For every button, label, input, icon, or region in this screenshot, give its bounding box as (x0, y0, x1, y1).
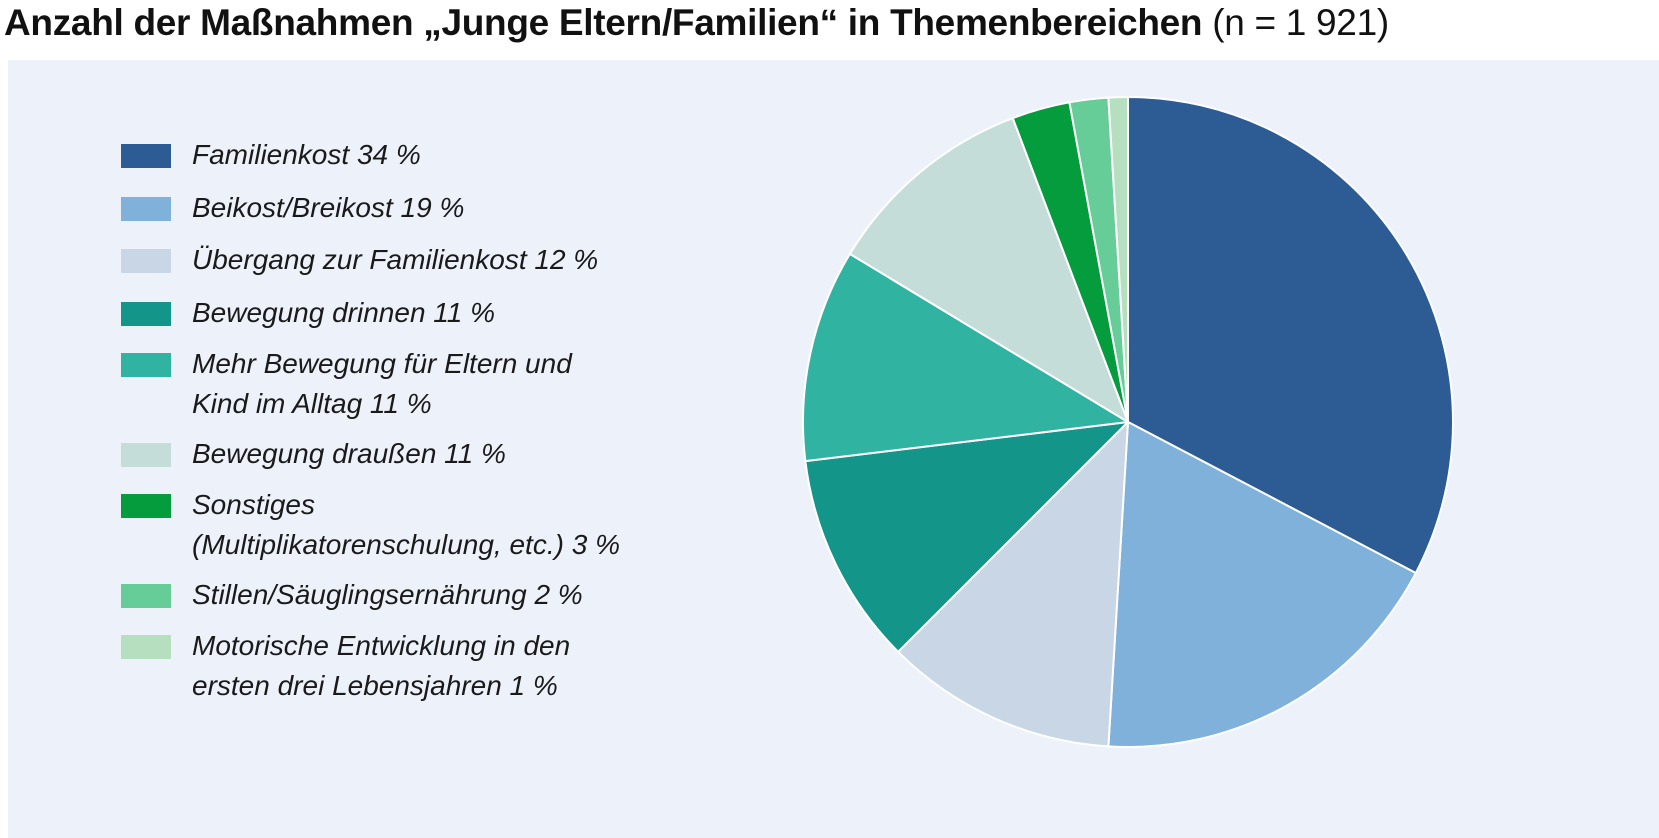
legend-swatch (121, 197, 171, 221)
legend-swatch (121, 584, 171, 608)
legend-label: Motorische Entwicklung in den ersten dre… (192, 630, 571, 701)
legend-swatch (121, 353, 171, 377)
pie-slice-1 (1107, 421, 1417, 748)
legend-swatch (121, 302, 171, 326)
legend-swatch (121, 249, 171, 273)
legend-label: Mehr Bewegung für Eltern und Kind im All… (192, 348, 572, 419)
legend-swatch (121, 494, 171, 518)
chart-panel: Familienkost 34 % Beikost/Breikost 19 % … (8, 60, 1659, 838)
legend-label: Sonstiges (Multiplikatorenschulung, etc.… (192, 489, 620, 560)
legend-swatch (121, 144, 171, 168)
pie-slice-4 (802, 252, 1129, 463)
pie-slice-0 (1127, 96, 1454, 575)
legend-label: Übergang zur Familienkost 12 % (192, 244, 599, 275)
legend-label: Bewegung drinnen 11 % (192, 297, 496, 328)
pie-slice-2 (897, 421, 1129, 748)
pie-slice-3 (804, 421, 1129, 653)
legend: Familienkost 34 % Beikost/Breikost 19 % … (8, 60, 728, 838)
legend-swatch (121, 443, 171, 467)
legend-label: Beikost/Breikost 19 % (192, 192, 465, 223)
chart-title: Anzahl der Maßnahmen „Junge Eltern/Famil… (4, 0, 1389, 50)
legend-label: Bewegung draußen 11 % (192, 438, 506, 469)
chart-title-main: Anzahl der Maßnahmen „Junge Eltern/Famil… (4, 2, 1203, 43)
pie-slice-8 (1107, 95, 1129, 423)
pie-chart (802, 95, 1454, 748)
legend-swatch (121, 635, 171, 659)
pie-slice-5 (848, 117, 1129, 423)
legend-label: Familienkost 34 % (192, 139, 421, 170)
chart-sample-size: (n = 1 921) (1212, 2, 1389, 43)
legend-label: Stillen/Säuglingsernährung 2 % (192, 579, 583, 610)
